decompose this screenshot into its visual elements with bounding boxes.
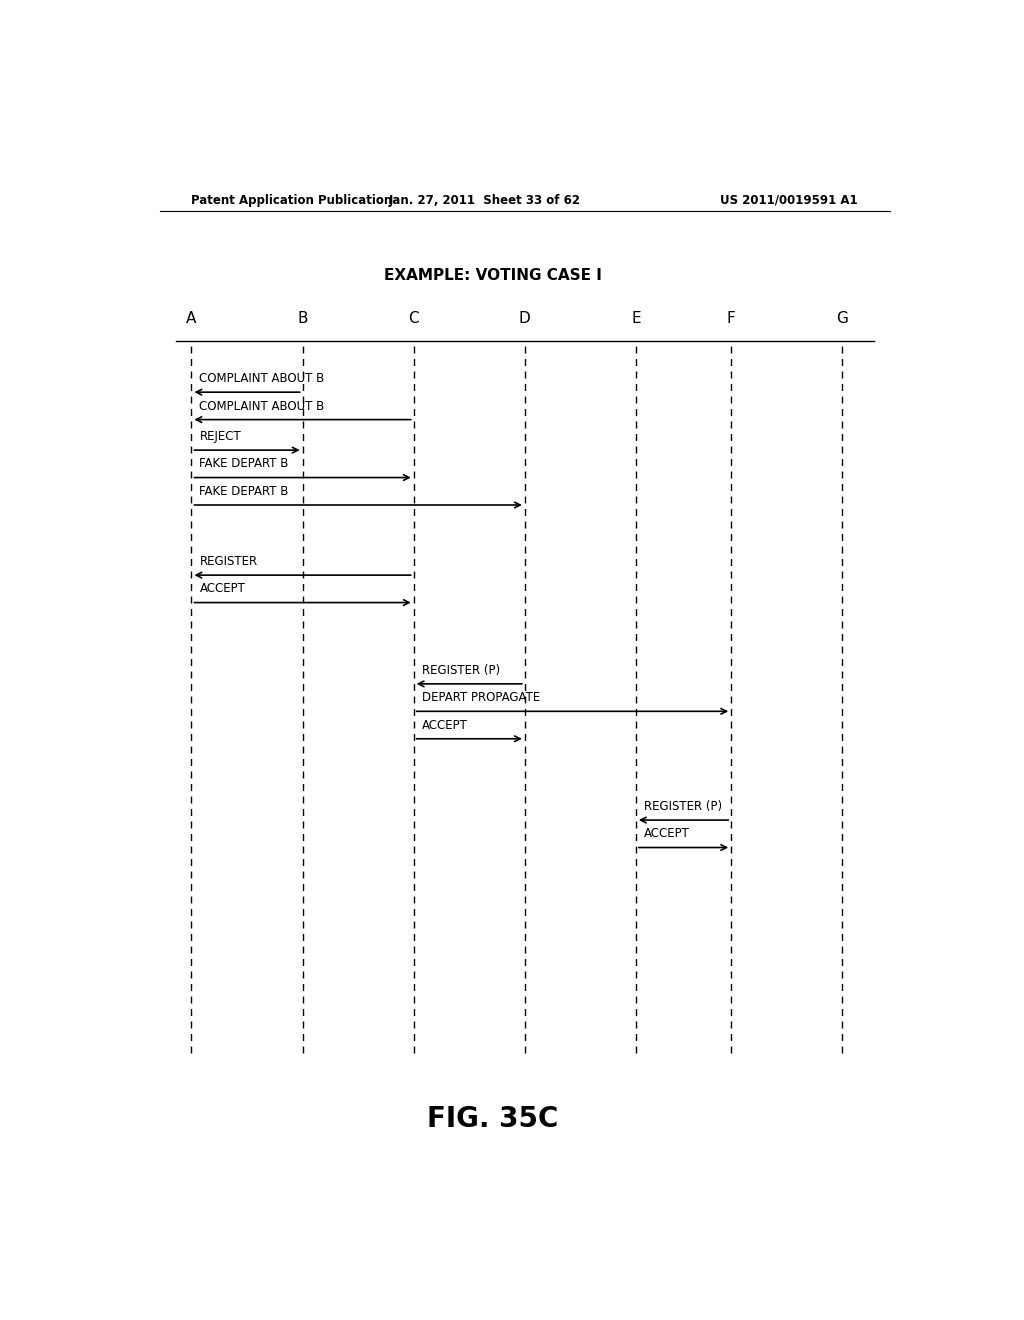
Text: A: A bbox=[186, 312, 197, 326]
Text: DEPART PROPAGATE: DEPART PROPAGATE bbox=[422, 692, 540, 704]
Text: ACCEPT: ACCEPT bbox=[200, 582, 246, 595]
Text: B: B bbox=[297, 312, 308, 326]
Text: C: C bbox=[409, 312, 419, 326]
Text: Jan. 27, 2011  Sheet 33 of 62: Jan. 27, 2011 Sheet 33 of 62 bbox=[389, 194, 582, 207]
Text: COMPLAINT ABOUT B: COMPLAINT ABOUT B bbox=[200, 372, 325, 385]
Text: E: E bbox=[631, 312, 641, 326]
Text: Patent Application Publication: Patent Application Publication bbox=[191, 194, 393, 207]
Text: FAKE DEPART B: FAKE DEPART B bbox=[200, 458, 289, 470]
Text: REJECT: REJECT bbox=[200, 430, 242, 444]
Text: REGISTER (P): REGISTER (P) bbox=[422, 664, 500, 677]
Text: US 2011/0019591 A1: US 2011/0019591 A1 bbox=[721, 194, 858, 207]
Text: EXAMPLE: VOTING CASE I: EXAMPLE: VOTING CASE I bbox=[384, 268, 602, 282]
Text: COMPLAINT ABOUT B: COMPLAINT ABOUT B bbox=[200, 400, 325, 412]
Text: REGISTER (P): REGISTER (P) bbox=[644, 800, 722, 813]
Text: FAKE DEPART B: FAKE DEPART B bbox=[200, 484, 289, 498]
Text: ACCEPT: ACCEPT bbox=[422, 718, 468, 731]
Text: G: G bbox=[837, 312, 848, 326]
Text: F: F bbox=[727, 312, 735, 326]
Text: D: D bbox=[519, 312, 530, 326]
Text: ACCEPT: ACCEPT bbox=[644, 828, 690, 841]
Text: REGISTER: REGISTER bbox=[200, 554, 258, 568]
Text: FIG. 35C: FIG. 35C bbox=[427, 1105, 559, 1133]
